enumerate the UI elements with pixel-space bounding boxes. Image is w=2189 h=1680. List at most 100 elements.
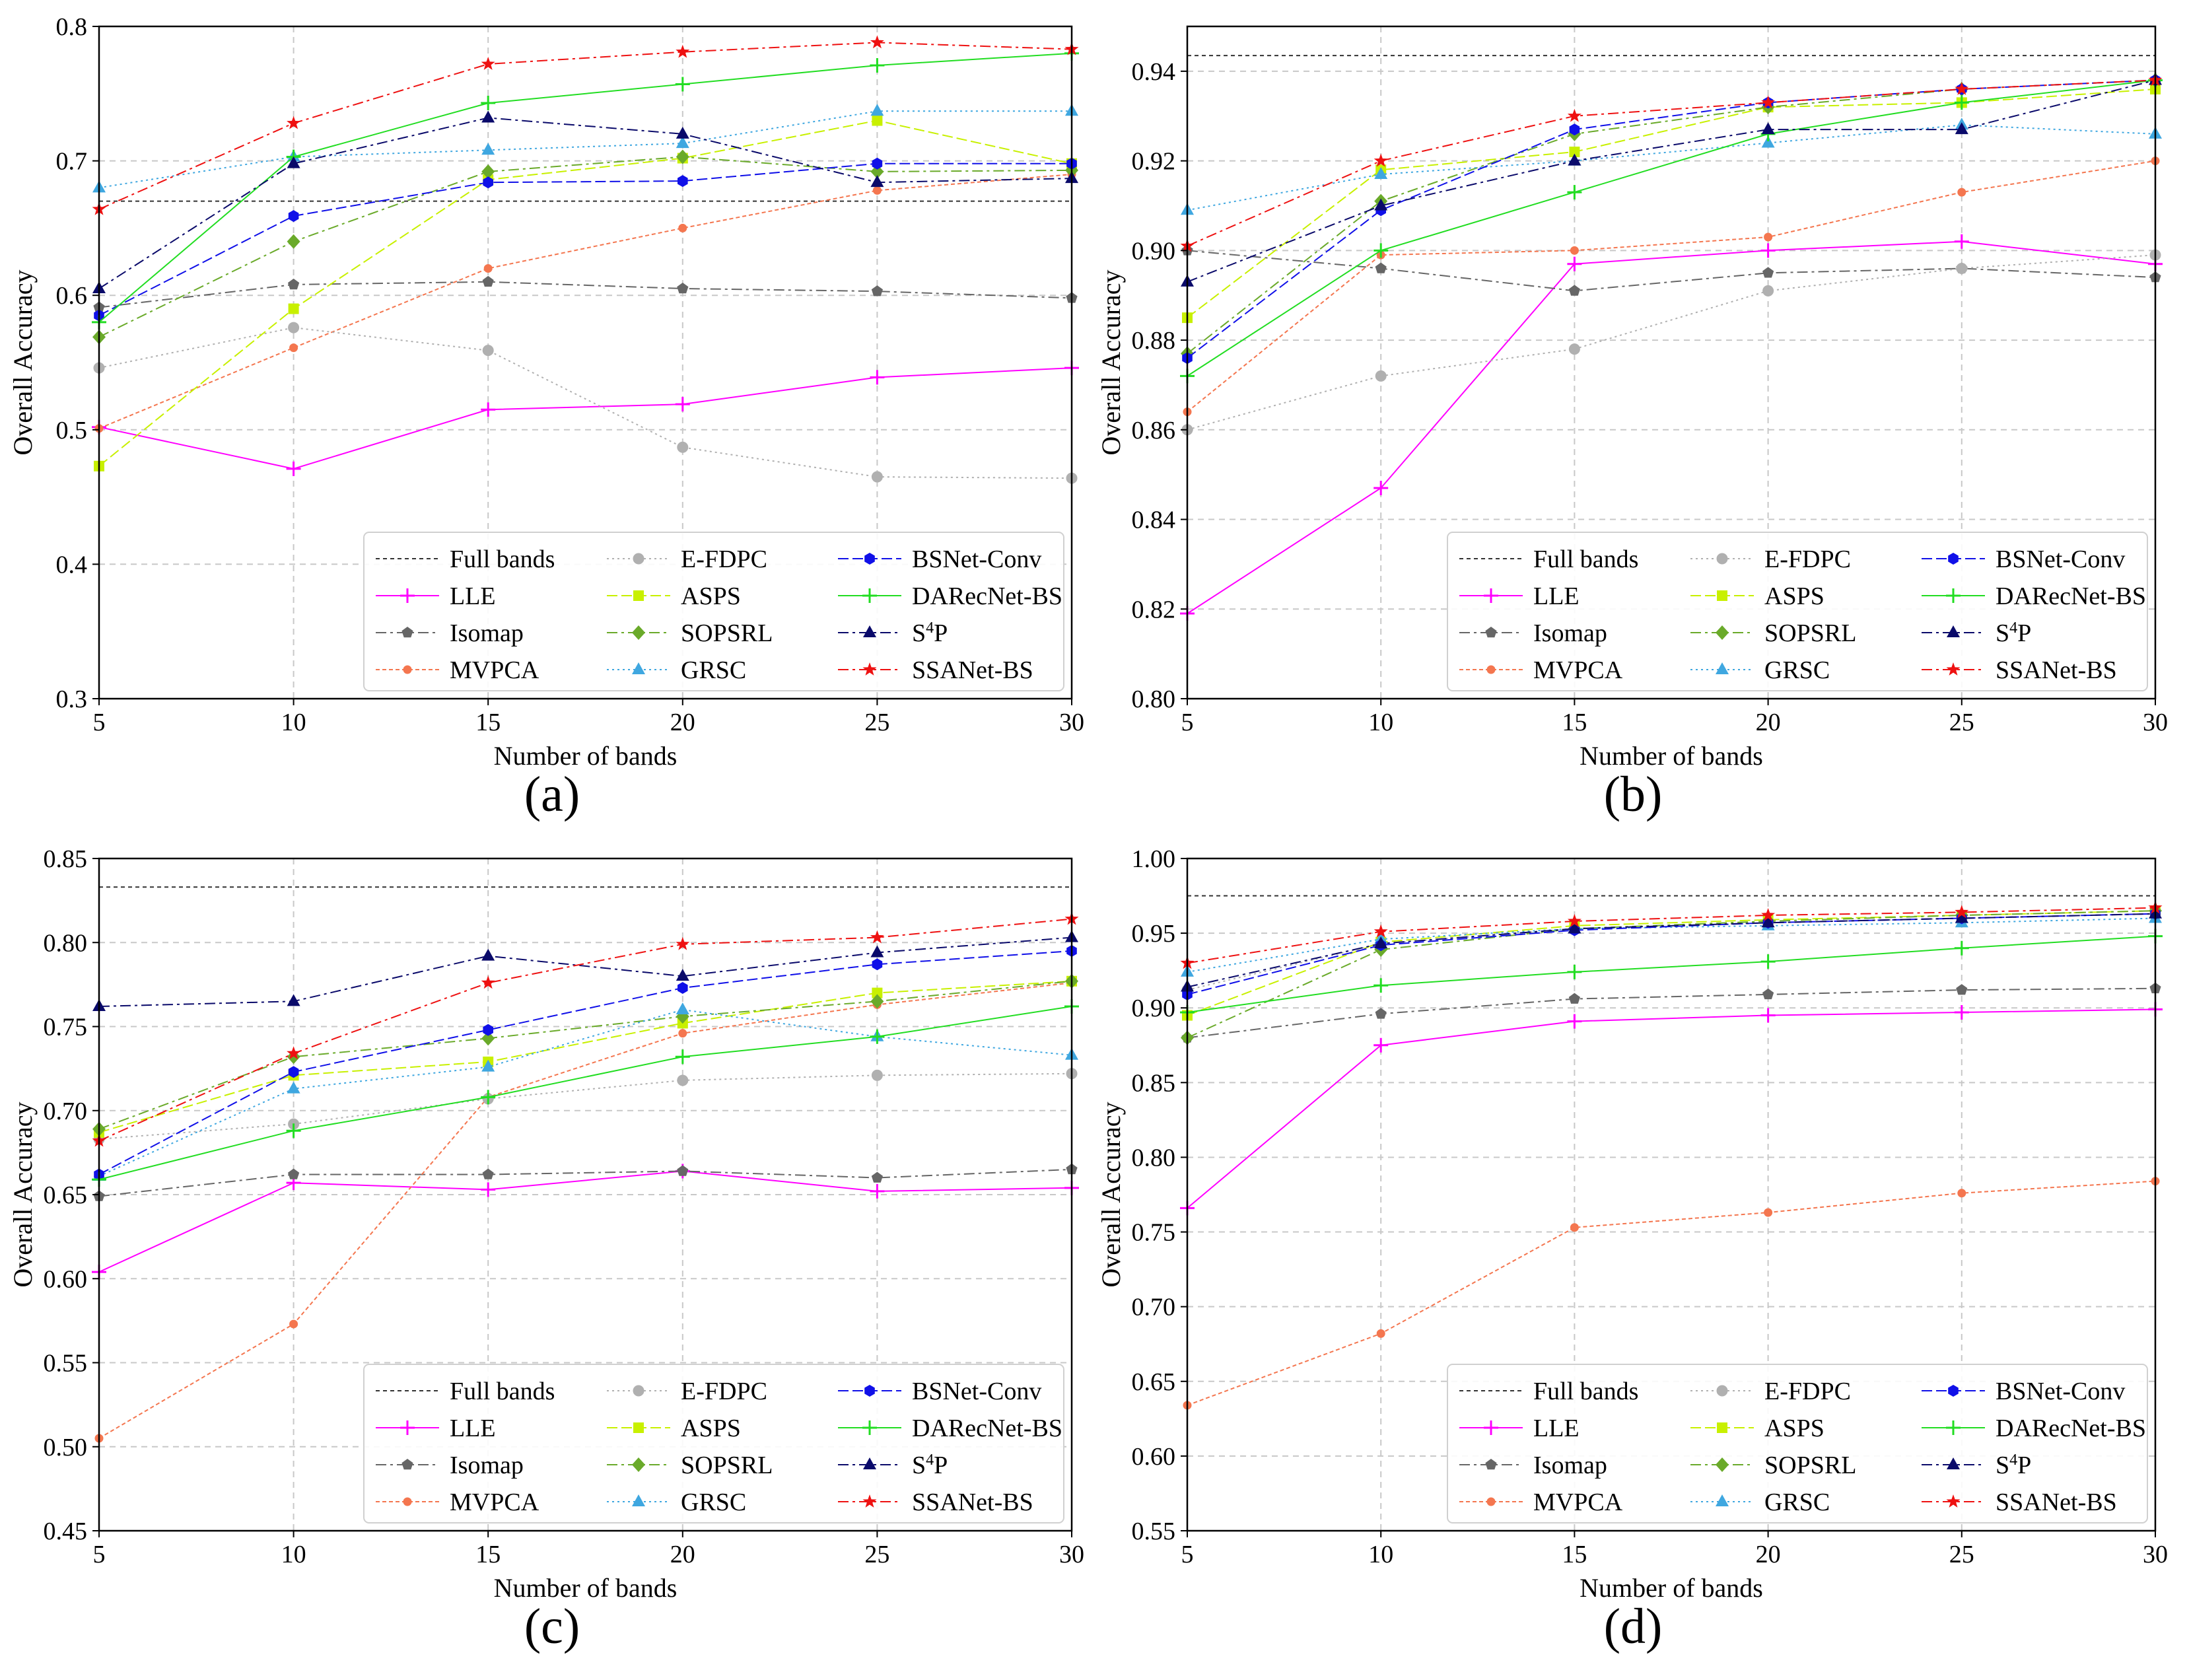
data-point-e-fdpc [1568, 343, 1580, 355]
legend-item-e-fdpc: E-FDPC [1690, 545, 1851, 573]
legend-item-darecnet-bs: DARecNet-BS [1922, 582, 2146, 610]
data-point-sopsrl [481, 164, 495, 179]
legend-item-mvpca: MVPCA [376, 656, 539, 684]
data-point-darecnet-bs [1373, 243, 1389, 258]
data-point-bsnet-conv [872, 157, 883, 170]
data-point-isomap [288, 278, 300, 290]
data-point-mvpca [1957, 188, 1966, 197]
series-line-asps [1187, 910, 2156, 1016]
legend-item-ssanet-bs: SSANet-BS [838, 1488, 1033, 1516]
data-point-darecnet-bs [1373, 978, 1389, 993]
data-point-isomap [1568, 993, 1580, 1004]
y-tick-label: 1.00 [1132, 845, 1176, 873]
x-tick-label: 5 [93, 709, 106, 736]
x-tick-label: 10 [281, 1541, 306, 1568]
data-point-s4p [870, 945, 884, 958]
legend-item-grsc: GRSC [1690, 656, 1830, 684]
legend-label: BSNet-Conv [912, 545, 1041, 573]
plot-frame [1186, 25, 2157, 700]
data-point-sopsrl [481, 1031, 495, 1046]
data-point-sopsrl [287, 234, 300, 249]
data-point-darecnet-bs [870, 58, 885, 73]
legend-item-grsc: GRSC [607, 656, 746, 684]
legend-item-lle: LLE [376, 1415, 496, 1442]
x-tick-label: 20 [670, 709, 695, 736]
legend-label: E-FDPC [681, 545, 767, 573]
series-line-ssanet-bs [1187, 79, 2156, 247]
legend-marker [1716, 662, 1729, 674]
data-point-ssanet-bs [1761, 95, 1776, 109]
series-sopsrl [92, 973, 1078, 1137]
legend: Full bands E-FDPC BSNet-Conv LLE ASPS DARecNe… [1447, 1364, 2148, 1523]
series-line-sopsrl [98, 156, 1072, 338]
y-tick-label: 0.4 [56, 551, 88, 578]
data-point-ssanet-bs [287, 1046, 301, 1060]
legend-marker [1948, 553, 1959, 565]
legend-marker [1947, 1457, 1960, 1469]
data-point-ssanet-bs [287, 116, 301, 129]
data-point-s4p [1568, 153, 1581, 166]
legend-item-sopsrl: SOPSRL [1690, 619, 1856, 647]
chart-panel-b: 5 10 15 20 25 30 0.80 0.82 0.84 0.86 0.88 0.90 0.92 0… [1096, 25, 2168, 822]
data-point-grsc [676, 136, 689, 149]
series-asps [1182, 905, 2161, 1021]
data-point-sopsrl [870, 164, 884, 179]
data-point-asps [872, 987, 883, 998]
legend-item-grsc: GRSC [1690, 1488, 1830, 1516]
legend-marker [1946, 662, 1961, 676]
data-point-e-fdpc [1762, 285, 1774, 297]
y-tick-label: 0.75 [44, 1014, 88, 1041]
series-line-e-fdpc [98, 1072, 1072, 1140]
data-point-e-fdpc [288, 322, 300, 333]
data-point-lle [675, 397, 690, 412]
data-point-s4p [1374, 936, 1388, 948]
data-point-grsc [870, 104, 884, 116]
data-point-grsc [1374, 166, 1388, 179]
data-point-lle [1567, 1014, 1582, 1029]
legend-item-ssanet-bs: SSANet-BS [838, 656, 1033, 684]
data-point-lle [481, 402, 496, 417]
data-point-e-fdpc [677, 441, 689, 453]
data-point-lle [286, 461, 301, 476]
legend-marker [632, 625, 645, 640]
legend-item-isomap: Isomap [1459, 1452, 1607, 1479]
legend-marker [862, 588, 877, 603]
data-point-ssanet-bs [870, 35, 884, 49]
legend-label: DARecNet-BS [1996, 1415, 2146, 1442]
legend-item-full-bands: Full bands [376, 1378, 555, 1405]
legend-item-lle: LLE [376, 582, 496, 610]
data-point-lle [481, 1182, 496, 1197]
series-line-e-fdpc [98, 327, 1072, 479]
data-point-bsnet-conv [1569, 123, 1580, 136]
x-tick-label: 30 [2143, 1541, 2168, 1568]
data-point-lle [1373, 1037, 1389, 1053]
legend-item-sopsrl: SOPSRL [607, 619, 773, 647]
data-point-darecnet-bs [481, 96, 496, 111]
data-point-darecnet-bs [1567, 185, 1582, 200]
y-tick-label: 0.90 [1132, 995, 1176, 1022]
data-point-mvpca [1376, 1329, 1385, 1338]
data-point-e-fdpc [871, 471, 883, 483]
series-line-s4p [98, 117, 1072, 289]
legend-marker [1946, 1420, 1961, 1435]
legend-marker [1717, 1422, 1727, 1433]
legend-marker [1716, 1385, 1728, 1397]
data-point-darecnet-bs [286, 1123, 301, 1138]
legend-label: SOPSRL [1764, 619, 1856, 647]
data-point-darecnet-bs [481, 1090, 496, 1105]
data-point-s4p [481, 948, 495, 961]
legend-marker [403, 665, 412, 674]
data-point-lle [1954, 234, 1969, 249]
legend-label: Full bands [450, 545, 555, 573]
data-point-lle [1760, 243, 1776, 258]
data-point-asps [1569, 147, 1580, 158]
legend-marker [862, 1420, 877, 1435]
data-point-isomap [1956, 984, 1968, 995]
data-point-mvpca [1764, 1208, 1773, 1217]
legend-label: BSNet-Conv [1996, 545, 2125, 573]
legend-box [1447, 532, 2148, 691]
data-point-isomap [871, 285, 883, 297]
legend-label: MVPCA [1533, 1488, 1623, 1516]
legend-label: BSNet-Conv [1996, 1378, 2125, 1405]
series-line-darecnet-bs [98, 52, 1072, 323]
